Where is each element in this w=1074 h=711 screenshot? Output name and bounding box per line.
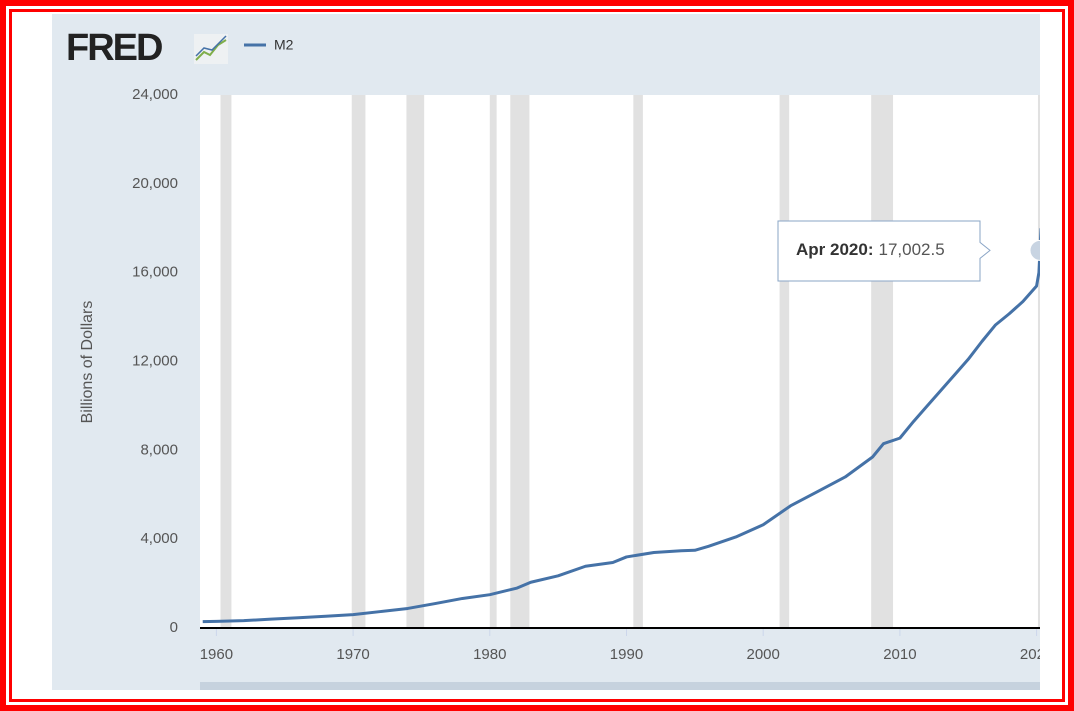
- x-tick-label: 1960: [200, 646, 233, 663]
- y-tick-label: 8,000: [140, 441, 178, 458]
- y-tick-label: 20,000: [132, 175, 178, 192]
- y-tick-label: 12,000: [132, 352, 178, 369]
- frame: [9, 9, 1065, 702]
- tooltip-value: 17,002.5: [878, 240, 944, 259]
- x-tick-label: 1990: [610, 646, 643, 663]
- x-tick-label: 2010: [883, 646, 916, 663]
- y-tick-label: 4,000: [140, 530, 178, 547]
- y-tick-label: 0: [170, 619, 178, 636]
- x-tick-label: 2020: [1020, 646, 1053, 663]
- recession-band: [1037, 95, 1040, 628]
- x-tick-label: 1970: [336, 646, 369, 663]
- recession-band: [871, 95, 894, 628]
- plot-area: [200, 95, 1040, 628]
- navigator: [200, 682, 1040, 690]
- logo: FRED: [66, 27, 162, 69]
- recession-band: [510, 95, 530, 628]
- recession-band: [351, 95, 366, 628]
- recession-band: [406, 95, 425, 628]
- plot: 1960 1970 1980 1990 2000 2010 2020: [200, 95, 1053, 663]
- recession-band: [489, 95, 497, 628]
- hover-point: [1029, 239, 1040, 261]
- y-tick-label: 16,000: [132, 264, 178, 281]
- logo-icon: [194, 34, 228, 64]
- y-tick-label: 24,000: [132, 86, 178, 103]
- data-line: [202, 228, 1040, 624]
- recession-band: [220, 95, 232, 628]
- legend-label: M2: [274, 37, 294, 53]
- x-tick-label: 1980: [473, 646, 506, 663]
- tooltip-date: Apr 2020:: [796, 240, 873, 259]
- y-axis-label: Billions of Dollars: [79, 301, 96, 424]
- recession-band: [779, 95, 790, 628]
- tooltip-text: Apr 2020: 17,002.5: [796, 240, 945, 259]
- recession-band: [633, 95, 643, 628]
- x-tick-label: 2000: [747, 646, 780, 663]
- tooltip-box: [777, 220, 991, 282]
